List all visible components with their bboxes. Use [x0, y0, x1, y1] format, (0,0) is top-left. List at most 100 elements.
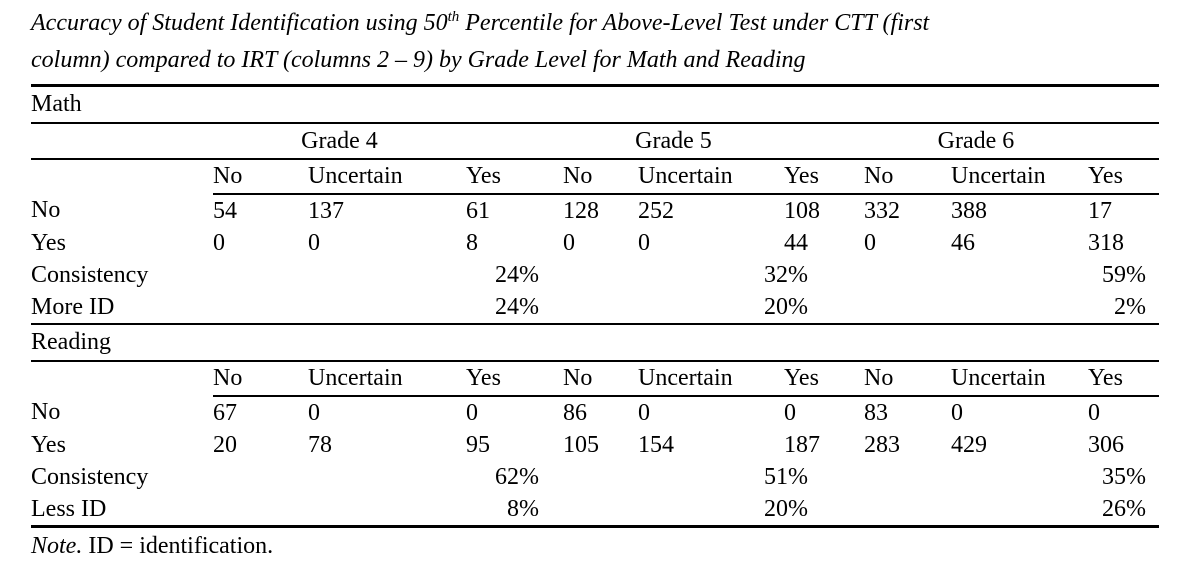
row-label: More ID: [31, 291, 213, 325]
data-cell: 0: [308, 399, 320, 426]
section-label-math: Math: [31, 85, 1160, 124]
data-cell: 108: [784, 197, 820, 224]
data-cell: 0: [951, 399, 963, 426]
column-header: Yes: [1088, 361, 1160, 397]
section-row-math: Math: [31, 85, 1160, 124]
row-label: Consistency: [31, 463, 149, 490]
data-cell: 332: [864, 197, 900, 224]
column-header: Uncertain: [638, 159, 784, 195]
column-header: Uncertain: [638, 361, 784, 397]
data-cell: 46: [951, 229, 975, 256]
table-note: Note. ID = identification.: [31, 533, 1193, 560]
data-cell: 0: [466, 399, 478, 426]
section-label-reading: Reading: [31, 324, 1160, 362]
title-line1-post: Percentile for Above-Level Test under CT…: [459, 10, 930, 36]
column-header: Uncertain: [951, 159, 1088, 195]
row-label: No: [31, 399, 61, 425]
table-row: No 54 137 61 128 252 108 332 388 17: [31, 194, 1159, 227]
data-cell: 154: [638, 431, 674, 458]
percent-cell: 20%: [764, 495, 808, 522]
data-cell: 44: [784, 229, 808, 256]
table-row: Yes 0 0 8 0 0 44 0 46 318: [31, 227, 1159, 259]
data-cell: 318: [1088, 229, 1124, 256]
data-cell: 0: [563, 229, 575, 256]
column-header: Yes: [466, 361, 563, 397]
data-cell: 0: [638, 399, 650, 426]
row-label: No: [31, 197, 61, 223]
data-cell: 67: [213, 399, 237, 426]
data-cell: 95: [466, 431, 490, 458]
percent-cell: 62%: [495, 463, 539, 490]
spacer-cell: [31, 361, 213, 396]
data-cell: 61: [466, 197, 490, 224]
note-prefix: Note.: [31, 533, 83, 559]
data-cell: 105: [563, 431, 599, 458]
column-header: No: [213, 361, 308, 397]
note-text: ID = identification.: [82, 533, 274, 559]
table-row-consistency: Consistency 24% 32% 59%: [31, 259, 1159, 291]
data-cell: 83: [864, 399, 888, 426]
column-header: No: [864, 361, 951, 397]
data-cell: 429: [951, 431, 987, 458]
column-header-row-math: No Uncertain Yes No Uncertain Yes No Unc…: [31, 159, 1160, 195]
data-cell: 252: [638, 197, 674, 224]
percent-cell: 8%: [507, 495, 539, 522]
table-row-consistency: Consistency 62% 51% 35%: [31, 461, 1159, 493]
percent-cell: 32%: [764, 261, 808, 288]
column-header: No: [864, 159, 951, 195]
column-header: Uncertain: [951, 361, 1088, 397]
percent-cell: 20%: [563, 291, 864, 325]
row-label: Yes: [31, 431, 66, 458]
table-row: No 67 0 0 86 0 0 83 0 0: [31, 396, 1159, 429]
title-line2: column) compared to IRT (columns 2 – 9) …: [31, 47, 806, 73]
data-cell: 78: [308, 431, 332, 458]
spacer-cell: [466, 123, 563, 160]
percent-cell: 51%: [764, 463, 808, 490]
percent-cell: 59%: [1102, 261, 1147, 288]
column-header: No: [213, 159, 308, 195]
percent-cell: 35%: [1102, 463, 1147, 490]
grade-4-spanner: Grade 4: [213, 123, 466, 160]
data-cell: 283: [864, 431, 900, 458]
spacer-cell: [784, 123, 864, 160]
data-cell: 187: [784, 431, 820, 458]
row-label: Less ID: [31, 495, 107, 522]
title-superscript: th: [447, 9, 460, 25]
data-cell: 86: [563, 399, 587, 426]
spacer-cell: [1088, 123, 1160, 160]
column-header: Yes: [784, 361, 864, 397]
column-header: No: [563, 361, 638, 397]
data-cell: 54: [213, 197, 237, 224]
data-cell: 0: [638, 229, 650, 256]
results-table: Math Grade 4 Grade 5 Grade 6 No Uncertai…: [31, 84, 1160, 528]
data-cell: 306: [1088, 431, 1124, 458]
data-cell: 17: [1088, 197, 1112, 224]
data-cell: 0: [784, 399, 796, 426]
grade-5-spanner: Grade 5: [563, 123, 784, 160]
percent-cell: 26%: [1102, 495, 1147, 522]
table-row-more-id: More ID 24% 20% 2%: [31, 291, 1160, 325]
table-title: Accuracy of Student Identification using…: [31, 5, 1161, 79]
column-header: Yes: [784, 159, 864, 195]
spacer-cell: [31, 159, 213, 194]
row-label: Yes: [31, 229, 66, 256]
column-header: Uncertain: [308, 361, 466, 397]
percent-cell: 2%: [864, 291, 1160, 325]
column-header: Uncertain: [308, 159, 466, 195]
data-cell: 388: [951, 197, 987, 224]
table-row-less-id: Less ID 8% 20% 26%: [31, 493, 1159, 527]
data-cell: 0: [213, 229, 225, 256]
percent-cell: 24%: [495, 261, 539, 288]
paper-page: Accuracy of Student Identification using…: [31, 5, 1193, 560]
percent-cell: 24%: [213, 291, 563, 325]
data-cell: 137: [308, 197, 344, 224]
column-header: Yes: [1088, 159, 1160, 195]
grade-6-spanner: Grade 6: [864, 123, 1088, 160]
data-cell: 128: [563, 197, 599, 224]
data-cell: 0: [1088, 399, 1100, 426]
section-row-reading: Reading: [31, 324, 1160, 362]
spacer-cell: [31, 123, 213, 160]
data-cell: 20: [213, 431, 237, 458]
row-label: Consistency: [31, 261, 149, 288]
column-header: No: [563, 159, 638, 195]
